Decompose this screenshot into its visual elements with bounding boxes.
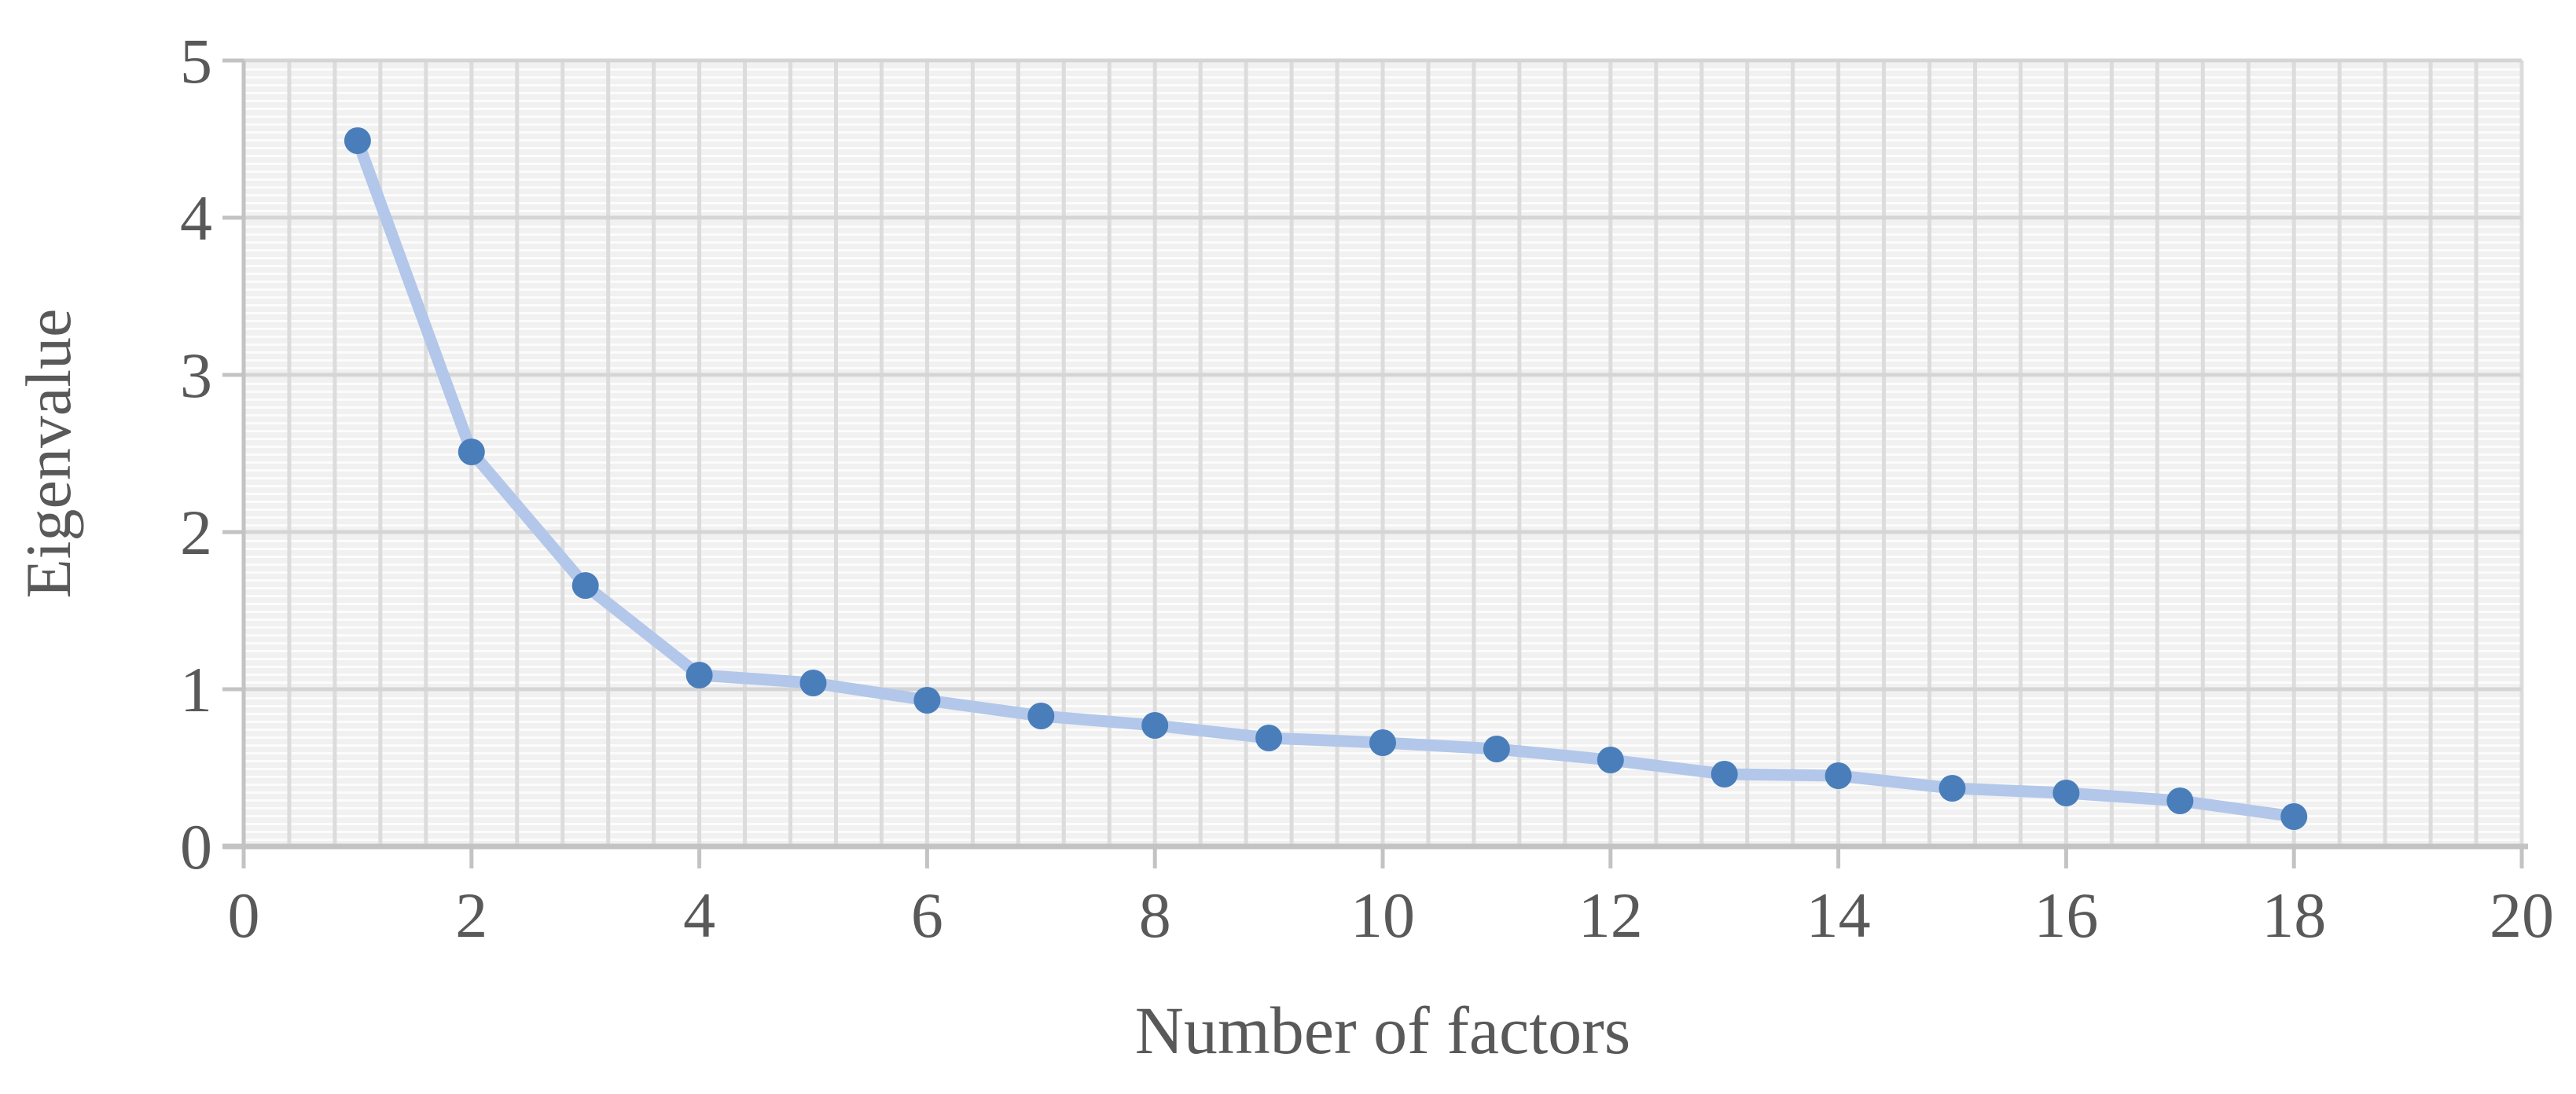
data-point-11	[1483, 736, 1510, 762]
x-tick-label: 12	[1578, 879, 1643, 951]
data-point-14	[1825, 762, 1852, 789]
data-point-16	[2052, 780, 2080, 806]
data-point-1	[344, 127, 371, 154]
data-point-18	[2280, 803, 2308, 830]
x-tick-label: 14	[1806, 879, 1871, 951]
y-tick-label: 1	[180, 654, 212, 725]
data-point-10	[1369, 729, 1396, 756]
x-axis-title: Number of factors	[1134, 993, 1631, 1068]
x-tick-label: 2	[455, 879, 487, 951]
data-point-8	[1141, 712, 1169, 739]
data-point-9	[1255, 725, 1283, 751]
data-point-5	[799, 670, 827, 696]
data-point-12	[1597, 747, 1624, 773]
x-tick-label: 6	[911, 879, 943, 951]
x-tick-label: 20	[2490, 879, 2554, 951]
y-tick-label: 4	[180, 182, 212, 254]
data-point-2	[458, 439, 485, 465]
x-tick-label: 18	[2262, 879, 2326, 951]
x-tick-label: 8	[1139, 879, 1171, 951]
data-point-7	[1027, 703, 1055, 729]
data-point-4	[685, 662, 713, 688]
y-tick-label: 0	[180, 811, 212, 883]
y-axis-title: Eigenvalue	[13, 308, 84, 599]
data-point-6	[913, 687, 941, 714]
x-tick-label: 0	[228, 879, 260, 951]
y-tick-label: 5	[180, 25, 212, 97]
x-tick-label: 16	[2034, 879, 2098, 951]
data-point-13	[1711, 761, 1738, 787]
data-point-15	[1938, 775, 1966, 802]
data-point-17	[2166, 787, 2194, 814]
x-tick-label: 10	[1350, 879, 1415, 951]
x-tick-label: 4	[683, 879, 715, 951]
y-tick-label: 2	[180, 497, 212, 568]
data-point-3	[571, 572, 599, 599]
y-tick-label: 3	[180, 340, 212, 411]
series-line	[351, 134, 2300, 823]
